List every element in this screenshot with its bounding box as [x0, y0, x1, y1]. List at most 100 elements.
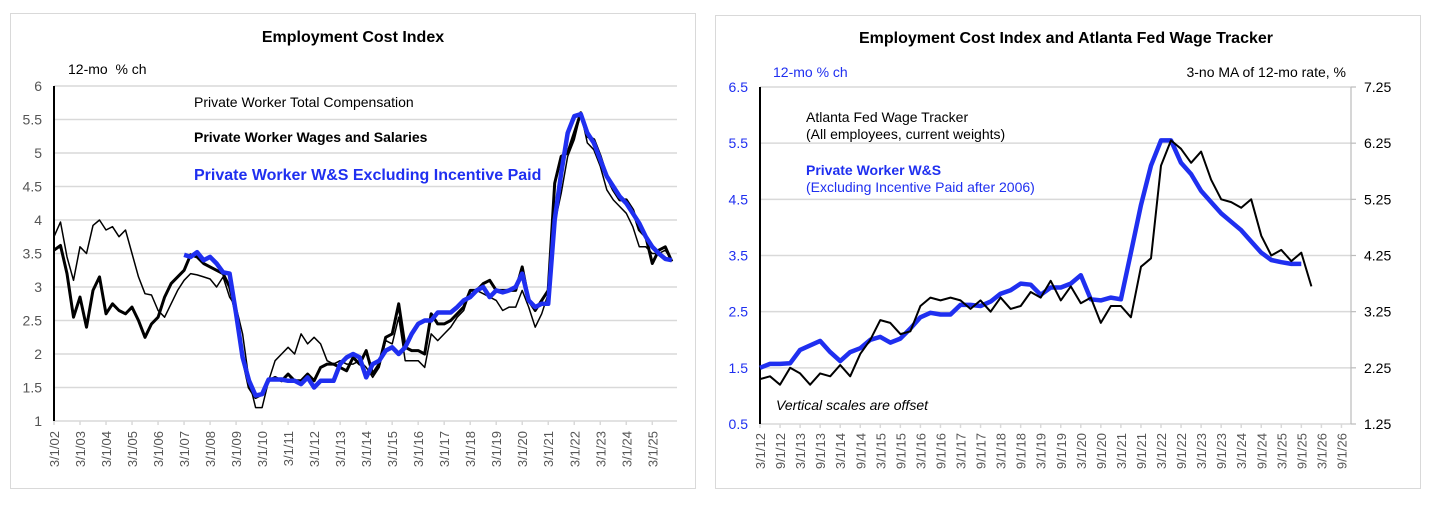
right-x-tick-label: 9/1/16: [933, 433, 948, 469]
right-left-y-tick-label: 4.5: [729, 191, 749, 207]
left-x-tick-label: 3/1/24: [619, 431, 634, 467]
right-x-tick-label: 3/1/21: [1114, 433, 1129, 469]
right-left-y-tick-label: 5.5: [729, 135, 749, 151]
left-x-tick-label: 3/1/02: [47, 431, 62, 467]
legend-ws-excluding-incentive: Private Worker W&S Excluding Incentive P…: [194, 167, 541, 184]
left-x-tick-label: 3/1/08: [203, 431, 218, 467]
left-x-ticks: 3/1/02 3/1/03 3/1/04 3/1/05 3/1/06 3/1/07 3/1/…: [47, 421, 660, 467]
right-x-tick-label: 9/1/18: [1014, 433, 1029, 469]
left-y-tick-label: 1: [34, 413, 42, 429]
left-y-tick-label: 5: [34, 145, 42, 161]
right-x-tick-label: 9/1/26: [1334, 433, 1349, 469]
right-x-tick-label: 3/1/26: [1314, 433, 1329, 469]
left-series-line-1: [53, 111, 674, 400]
left-y-tick-label: 1.5: [23, 380, 43, 396]
right-x-tick-label: 3/1/12: [753, 433, 768, 469]
left-x-tick-label: 3/1/16: [411, 431, 426, 467]
right-x-tick-label: 3/1/14: [833, 433, 848, 469]
right-x-tick-label: 3/1/22: [1154, 433, 1169, 469]
right-x-tick-label: 9/1/15: [893, 433, 908, 469]
right-x-tick-label: 3/1/25: [1274, 433, 1289, 469]
left-x-tick-label: 3/1/09: [229, 431, 244, 467]
right-right-y-tick-label: 7.25: [1364, 79, 1391, 95]
left-series-line-2: [183, 111, 673, 398]
right-x-tick-label: 3/1/17: [954, 433, 969, 469]
left-x-tick-label: 3/1/21: [541, 431, 556, 467]
right-x-tick-label: 9/1/14: [853, 433, 868, 469]
legend-atlanta-line1: Atlanta Fed Wage Tracker: [806, 109, 968, 125]
right-x-tick-label: 9/1/23: [1214, 433, 1229, 469]
left-chart-frame: [10, 13, 696, 489]
right-left-y-tick-label: 3.5: [729, 248, 749, 264]
left-y-tick-label: 4.5: [23, 179, 43, 195]
right-gridlines: [759, 86, 1352, 425]
left-x-tick-label: 3/1/06: [151, 431, 166, 467]
right-x-tick-label: 9/1/13: [813, 433, 828, 469]
right-x-tick-label: 9/1/20: [1094, 433, 1109, 469]
right-left-axis-label: 12-mo % ch: [773, 64, 848, 80]
right-x-tick-label: 9/1/12: [773, 433, 788, 469]
right-x-tick-label: 3/1/24: [1234, 433, 1249, 469]
right-right-y-tick-label: 4.25: [1364, 248, 1391, 264]
left-y-tick-label: 2.5: [23, 313, 43, 329]
right-right-y-ticks: 1.25 2.25 3.25 4.25 5.25 6.25 7.25: [1351, 79, 1391, 432]
right-x-tick-label: 3/1/20: [1074, 433, 1089, 469]
legend-ws-line1: Private Worker W&S: [806, 162, 941, 178]
left-x-tick-label: 3/1/22: [567, 431, 582, 467]
right-left-y-tick-label: 6.5: [729, 79, 749, 95]
left-x-tick-label: 3/1/12: [307, 431, 322, 467]
right-series-line-0: [759, 139, 1313, 386]
left-x-tick-label: 3/1/25: [645, 431, 660, 467]
right-chart-frame: [715, 15, 1421, 489]
left-x-tick-label: 3/1/20: [515, 431, 530, 467]
left-chart-title: Employment Cost Index: [262, 29, 444, 46]
right-x-tick-label: 9/1/24: [1254, 433, 1269, 469]
left-x-tick-label: 3/1/14: [359, 431, 374, 467]
right-x-tick-label: 3/1/19: [1034, 433, 1049, 469]
right-x-tick-label: 3/1/16: [913, 433, 928, 469]
right-left-y-tick-label: 1.5: [729, 360, 749, 376]
left-x-tick-label: 3/1/13: [333, 431, 348, 467]
left-x-tick-label: 3/1/04: [99, 431, 114, 467]
vertical-scales-annotation: Vertical scales are offset: [776, 397, 929, 413]
right-right-y-tick-label: 1.25: [1364, 416, 1391, 432]
right-x-tick-label: 3/1/18: [994, 433, 1009, 469]
left-x-tick-label: 3/1/10: [255, 431, 270, 467]
right-x-tick-label: 3/1/15: [873, 433, 888, 469]
legend-ws-line2: (Excluding Incentive Paid after 2006): [806, 179, 1035, 195]
left-y-tick-label: 5.5: [23, 112, 43, 128]
left-x-tick-label: 3/1/11: [281, 431, 296, 466]
right-series-lines: [759, 138, 1313, 386]
left-y-axis-label: 12-mo % ch: [68, 61, 147, 77]
right-x-tick-label: 9/1/17: [974, 433, 989, 469]
left-x-tick-label: 3/1/23: [593, 431, 608, 467]
right-x-tick-label: 9/1/25: [1294, 433, 1309, 469]
left-y-ticks: 1 1.5 2 2.5 3 3.5 4 4.5 5 5.5 6: [23, 78, 43, 429]
left-x-tick-label: 3/1/19: [489, 431, 504, 467]
right-x-tick-label: 9/1/22: [1174, 433, 1189, 469]
left-x-tick-label: 3/1/18: [463, 431, 478, 467]
legend-atlanta-line2: (All employees, current weights): [806, 126, 1005, 142]
left-x-tick-label: 3/1/17: [437, 431, 452, 467]
left-y-tick-label: 3.5: [23, 246, 43, 262]
right-right-y-tick-label: 5.25: [1364, 191, 1391, 207]
right-series-line-1: [759, 138, 1302, 370]
right-right-y-tick-label: 3.25: [1364, 304, 1391, 320]
right-x-tick-label: 9/1/19: [1054, 433, 1069, 469]
right-left-y-tick-label: 0.5: [729, 416, 749, 432]
right-x-tick-label: 9/1/21: [1134, 433, 1149, 469]
right-right-y-tick-label: 2.25: [1364, 360, 1391, 376]
left-y-tick-label: 2: [34, 346, 42, 362]
left-y-tick-label: 6: [34, 78, 42, 94]
right-x-tick-label: 3/1/23: [1194, 433, 1209, 469]
left-x-tick-label: 3/1/15: [385, 431, 400, 467]
right-left-y-ticks: 0.5 1.5 2.5 3.5 4.5 5.5 6.5: [729, 79, 749, 432]
left-series-lines: [53, 111, 674, 409]
legend-wages-salaries: Private Worker Wages and Salaries: [194, 129, 428, 145]
left-x-tick-label: 3/1/07: [177, 431, 192, 467]
left-y-tick-label: 3: [34, 279, 42, 295]
right-x-ticks: 3/1/12 9/1/12 3/1/13 9/1/13 3/1/14 9/1/14 3/1/…: [753, 424, 1349, 469]
left-x-tick-label: 3/1/03: [73, 431, 88, 467]
right-x-tick-label: 3/1/13: [793, 433, 808, 469]
